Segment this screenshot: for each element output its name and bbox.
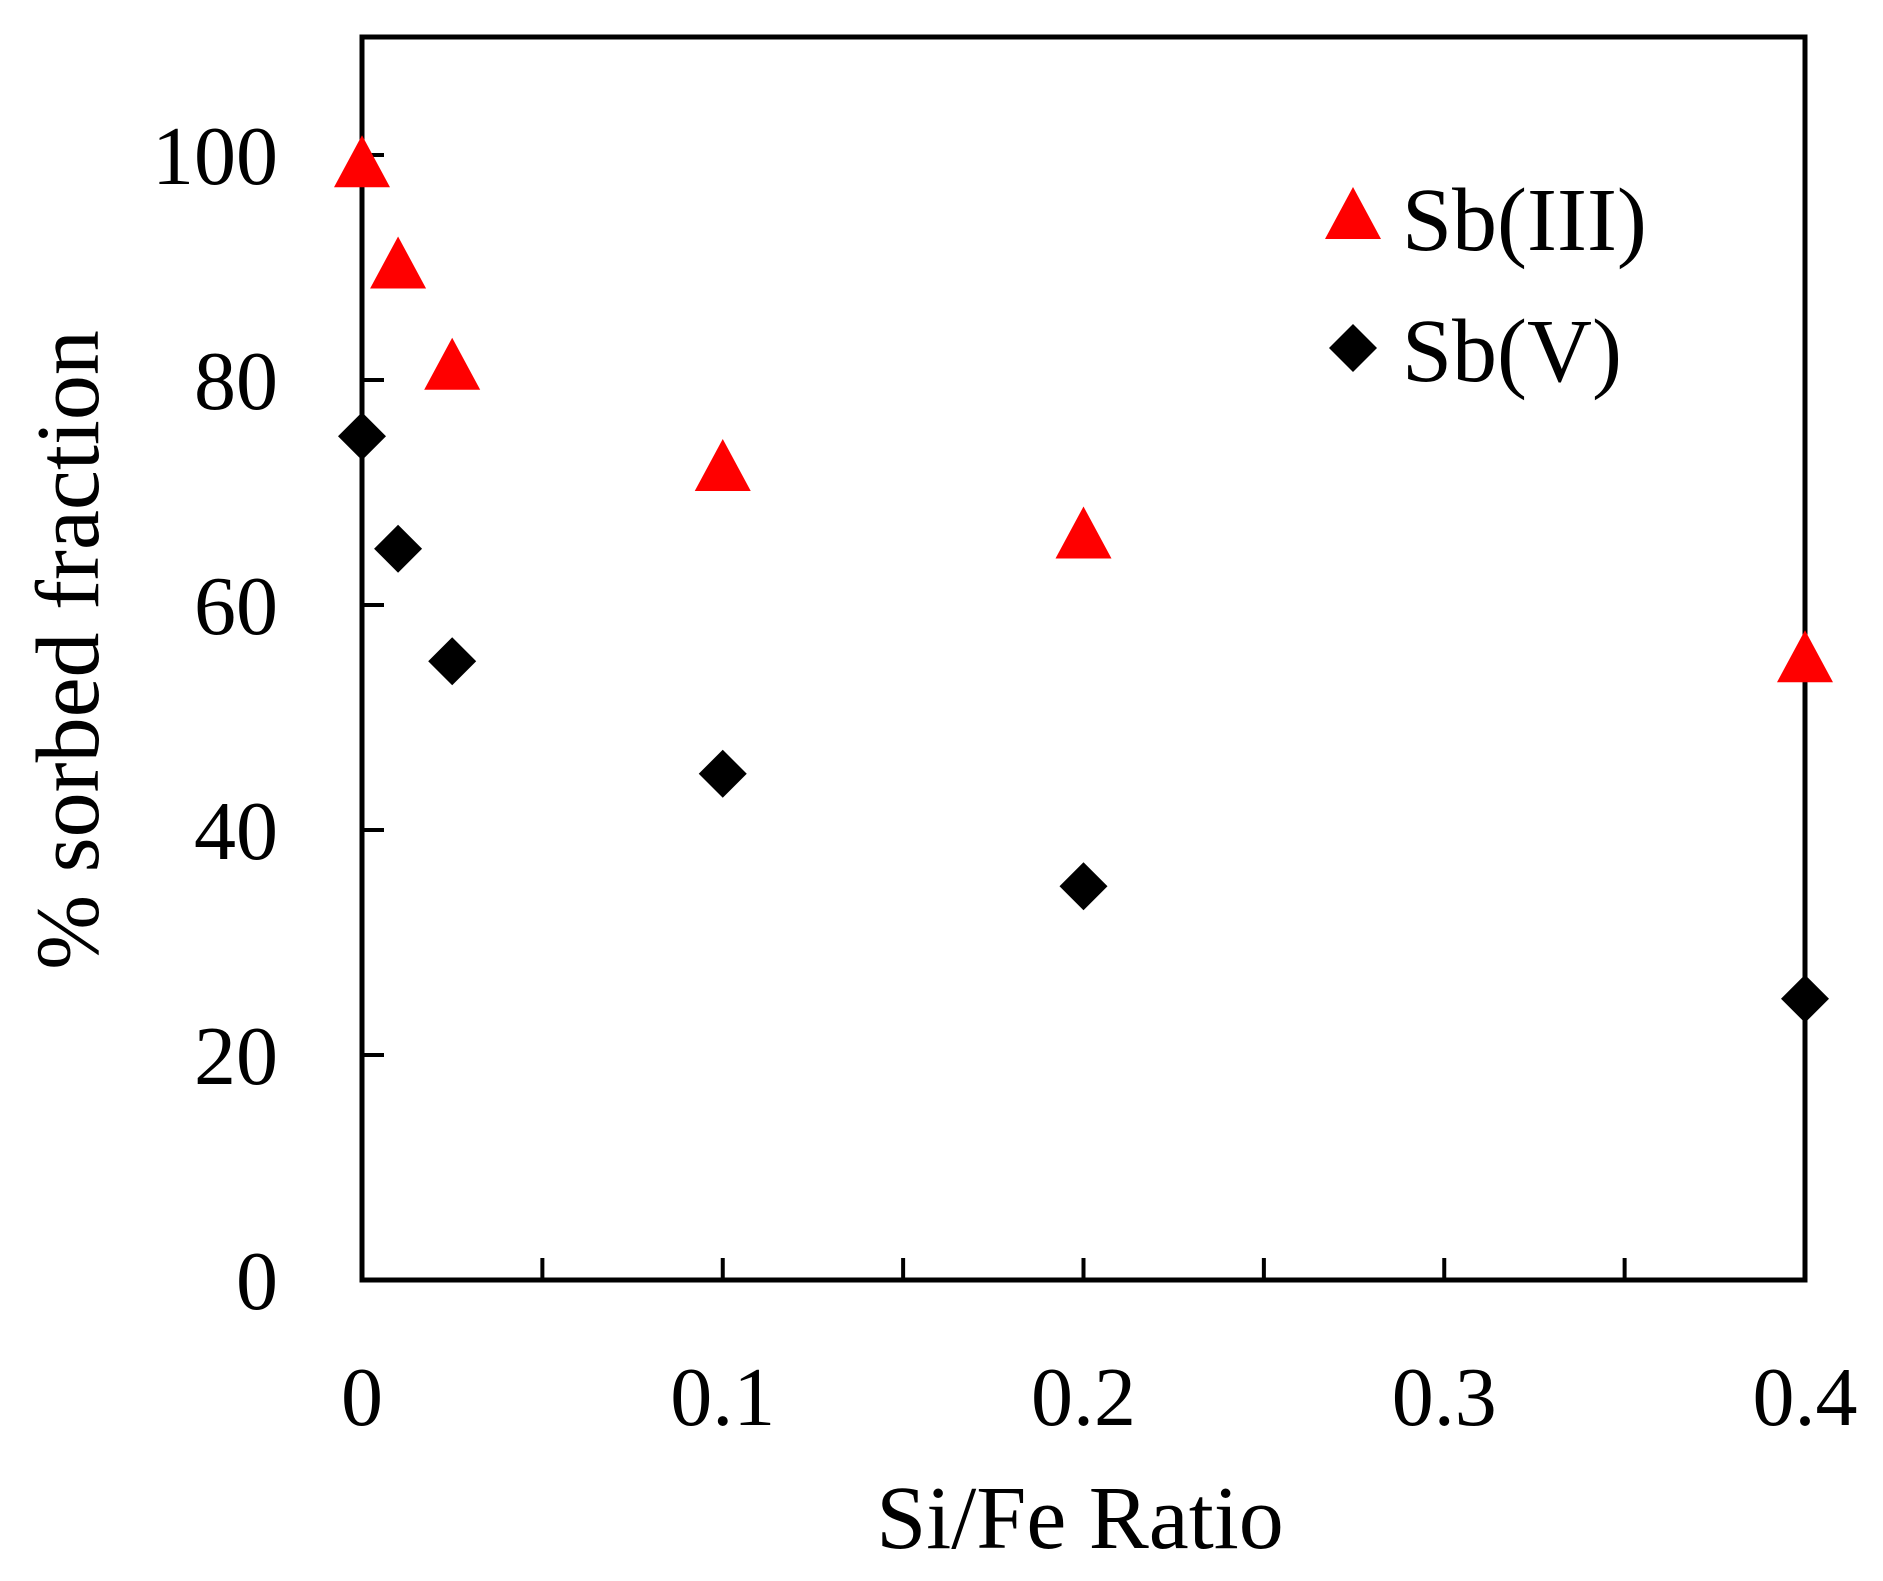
y-tick-label: 0 [236,1235,278,1328]
x-axis-ticks [360,1258,1807,1280]
legend-label-sb-iii: Sb(III) [1402,171,1647,270]
x-tick-label: 0 [341,1351,383,1444]
data-point-triangle [1055,506,1112,559]
x-axis-title: Si/Fe Ratio [876,1469,1284,1568]
data-point-diamond [1059,862,1108,911]
y-tick-label: 20 [194,1010,278,1103]
y-axis-title: % sorbed fraction [19,330,118,970]
data-point-diamond [1781,974,1829,1023]
x-tick-label: 0.1 [670,1351,775,1444]
series-sb-v [338,412,1829,1023]
legend: Sb(III) Sb(V) [1325,171,1647,401]
data-point-diamond [338,412,386,461]
y-axis-tick-labels: 0 20 40 60 80 100 [152,110,278,1328]
legend-entry-sb-iii: Sb(III) [1325,171,1647,270]
legend-marker-diamond [1329,324,1377,372]
data-point-triangle [694,439,751,491]
legend-marker-triangle [1325,187,1381,239]
data-point-triangle [424,337,481,390]
data-point-triangle [334,135,390,188]
data-point-triangle [370,236,427,289]
legend-label-sb-v: Sb(V) [1402,302,1622,401]
x-axis-tick-labels: 0 0.1 0.2 0.3 0.4 [341,1351,1858,1444]
y-axis-ticks [362,153,384,1282]
y-tick-label: 80 [194,335,278,428]
x-tick-label: 0.2 [1031,1351,1136,1444]
data-point-triangle [1777,630,1833,683]
series-sb-iii [334,135,1833,683]
data-point-diamond [428,637,477,686]
x-tick-label: 0.4 [1753,1351,1858,1444]
x-tick-label: 0.3 [1392,1351,1497,1444]
legend-entry-sb-v: Sb(V) [1329,302,1622,401]
data-point-diamond [374,524,423,573]
y-tick-label: 100 [152,110,278,203]
y-tick-label: 60 [194,560,278,653]
data-point-diamond [698,749,747,798]
y-tick-label: 40 [194,785,278,878]
data-series [334,135,1833,1023]
